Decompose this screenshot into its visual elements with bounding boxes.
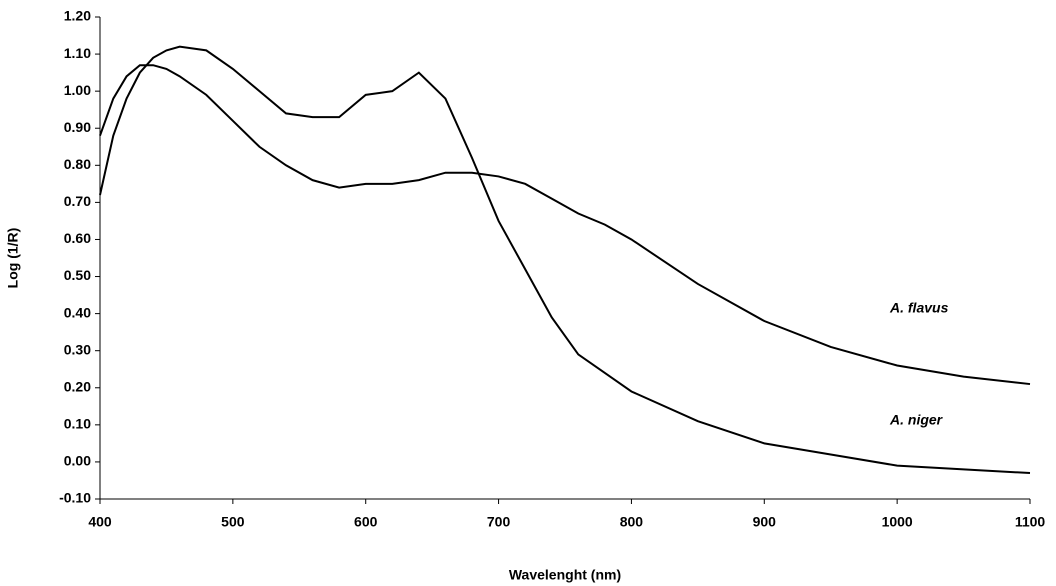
y-tick-label: 0.50 <box>64 267 91 283</box>
y-axis-label: Log (1/R) <box>5 228 21 289</box>
y-tick-label: 1.20 <box>64 8 91 24</box>
series-label: A. niger <box>889 412 944 428</box>
y-tick-label: 0.90 <box>64 119 91 135</box>
y-tick-label: 0.70 <box>64 193 91 209</box>
x-tick-label: 800 <box>620 514 644 530</box>
x-tick-label: 1100 <box>1015 514 1046 530</box>
y-tick-label: 0.20 <box>64 378 91 394</box>
y-tick-label: 1.00 <box>64 82 91 98</box>
y-tick-label: -0.10 <box>59 490 91 506</box>
x-tick-label: 600 <box>354 514 378 530</box>
y-tick-label: 1.10 <box>64 45 91 61</box>
y-tick-label: 0.30 <box>64 341 91 357</box>
series-line <box>99 45 1031 475</box>
y-tick-label: 0.60 <box>64 230 91 246</box>
x-tick-label: 500 <box>221 514 245 530</box>
x-tick-label: 1000 <box>882 514 913 530</box>
x-tick-label: 400 <box>88 514 112 530</box>
y-tick-label: 0.40 <box>64 304 91 320</box>
x-tick-label: 700 <box>487 514 511 530</box>
x-axis-label: Wavelenght (nm) <box>509 567 621 583</box>
series-line <box>99 64 1031 386</box>
y-tick-label: 0.10 <box>64 416 91 432</box>
y-tick-label: 0.80 <box>64 156 91 172</box>
series-label: A. flavus <box>889 300 949 316</box>
x-tick-label: 900 <box>753 514 777 530</box>
y-tick-label: 0.00 <box>64 453 91 469</box>
